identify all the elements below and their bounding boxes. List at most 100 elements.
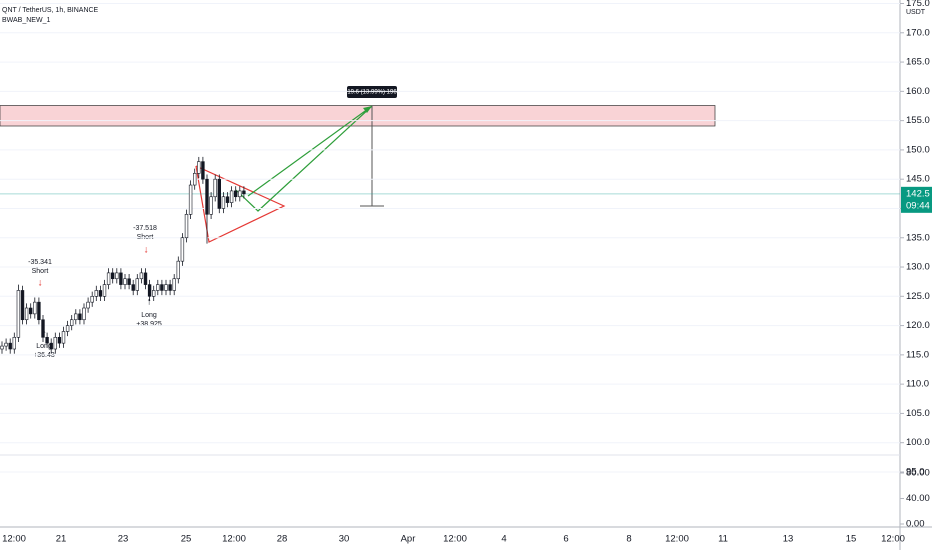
candle-body (139, 272, 144, 280)
y2-tick-label: 80.00 (906, 468, 930, 479)
chart-title: QNT / TetherUS, 1h, BINANCE (2, 7, 99, 14)
x-tick-label: 4 (501, 534, 506, 545)
candle-body (86, 301, 90, 309)
candle-body (172, 278, 176, 291)
candle-body (37, 301, 41, 321)
y-tick-label: 115.0 (906, 349, 929, 360)
x-tick-label: 13 (783, 534, 794, 545)
y-tick-label: 105.0 (906, 408, 930, 419)
arrow-head (363, 106, 372, 113)
y-tick-label: 125.0 (906, 291, 930, 302)
y-tick-label: 145.0 (906, 174, 930, 185)
candle-body (152, 290, 156, 297)
x-tick-label: 6 (563, 534, 568, 545)
trade-value: +38.925 (136, 321, 162, 328)
candle-body (123, 278, 127, 285)
x-tick-label: 30 (339, 534, 350, 545)
trade-value: -37.518 (133, 225, 157, 232)
candle-body (102, 284, 107, 297)
candle-body (180, 237, 185, 262)
y2-tick-label: 0.00 (906, 519, 925, 530)
x-tick-label: 12:00 (665, 534, 689, 545)
candle-body (4, 342, 8, 347)
candle-body (106, 272, 111, 285)
candle-body (119, 272, 123, 285)
candle-body (98, 290, 103, 297)
candle-body (45, 336, 49, 344)
candle-body (168, 284, 172, 291)
last-price-box (901, 186, 932, 213)
candle-body (12, 336, 16, 350)
x-tick-label: 8 (626, 534, 631, 545)
y-tick-label: 135.0 (906, 232, 930, 243)
y-tick-label: 95.0 (906, 466, 925, 477)
x-tick-label: 15 (846, 534, 857, 545)
candle-body (193, 173, 197, 186)
indicator-name: BWAB_NEW_1 (2, 17, 50, 24)
candle-body (160, 284, 164, 291)
candle-body (156, 284, 160, 291)
x-tick-label: 11 (718, 534, 728, 545)
long-arrow: ↑ (147, 297, 152, 308)
candle-body (41, 319, 45, 338)
candle-body (213, 178, 217, 198)
x-tick-label: 12:00 (2, 534, 26, 545)
candle-body (143, 272, 148, 285)
candle-body (111, 272, 115, 280)
x-tick-label: 12:00 (881, 534, 905, 545)
currency: USDT (906, 9, 926, 16)
measure-box (347, 86, 397, 98)
candle-body (229, 190, 234, 203)
short-arrow: ↓ (144, 245, 149, 256)
candle-body (0, 345, 4, 350)
candle-body (24, 307, 29, 321)
y-tick-label: 165.0 (906, 57, 930, 68)
trade-side: Long (36, 343, 52, 350)
candle-body (115, 272, 119, 280)
candle-body (78, 313, 82, 321)
triangle (195, 165, 286, 243)
y-tick-label: 130.0 (906, 262, 930, 273)
y2-tick-label: 40.00 (906, 493, 930, 504)
candle-body (238, 190, 242, 198)
candle-body (16, 290, 21, 338)
x-tick-label: 28 (277, 534, 288, 545)
candle-body (135, 278, 139, 291)
candle-body (242, 190, 246, 195)
candle-body (74, 313, 78, 321)
y-tick-label: 150.0 (906, 144, 930, 155)
candle-body (217, 178, 221, 209)
trade-side: Long (141, 312, 157, 319)
candle-body (65, 325, 70, 332)
last-price-label: 142.5 (906, 188, 930, 199)
candle-body (49, 342, 53, 350)
candle-body (205, 178, 209, 215)
x-tick-label: 12:00 (222, 534, 246, 545)
candle-body (94, 290, 99, 297)
y-tick-label: 170.0 (906, 27, 930, 38)
candle-body (53, 336, 58, 350)
y-tick-label: 110.0 (906, 379, 929, 390)
candle-body (234, 190, 238, 198)
candle-body (176, 260, 180, 280)
candle-body (188, 184, 193, 215)
candle-body (209, 196, 213, 215)
candle-body (90, 296, 94, 303)
trade-value: -35.341 (28, 259, 52, 266)
candle-body (197, 161, 201, 174)
candle-body (33, 301, 37, 315)
x-tick-label: 21 (56, 534, 67, 545)
y-tick-label: 160.0 (906, 86, 930, 97)
short-arrow: ↓ (38, 278, 43, 289)
candle-body (61, 331, 66, 344)
candle-body (82, 307, 86, 321)
y-tick-label: 175.0 (906, 0, 930, 9)
candle-body (20, 290, 25, 321)
candle-body (28, 307, 33, 315)
x-tick-label: 12:00 (443, 534, 467, 545)
candle-body (225, 196, 230, 203)
countdown: 09:44 (906, 200, 930, 211)
candle-body (8, 342, 12, 350)
x-tick-label: 23 (118, 534, 129, 545)
